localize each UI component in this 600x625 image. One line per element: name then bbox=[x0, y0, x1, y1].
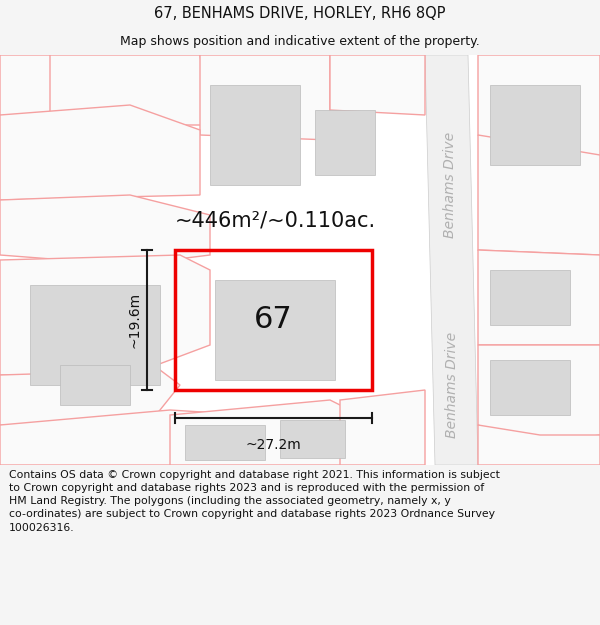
Polygon shape bbox=[50, 55, 210, 125]
Text: ~27.2m: ~27.2m bbox=[245, 438, 301, 452]
Bar bbox=[185, 425, 265, 460]
Polygon shape bbox=[0, 255, 210, 375]
Bar bbox=[280, 420, 345, 458]
Polygon shape bbox=[478, 425, 600, 465]
Text: Contains OS data © Crown copyright and database right 2021. This information is : Contains OS data © Crown copyright and d… bbox=[9, 470, 500, 532]
Polygon shape bbox=[0, 195, 210, 265]
Bar bbox=[60, 365, 130, 405]
Polygon shape bbox=[0, 410, 250, 465]
Bar bbox=[315, 110, 375, 175]
Text: 67: 67 bbox=[254, 306, 293, 334]
Bar bbox=[490, 85, 580, 165]
Polygon shape bbox=[340, 390, 425, 465]
Text: Benhams Drive: Benhams Drive bbox=[445, 332, 459, 438]
Text: ~446m²/~0.110ac.: ~446m²/~0.110ac. bbox=[175, 210, 376, 230]
Text: 67, BENHAMS DRIVE, HORLEY, RH6 8QP: 67, BENHAMS DRIVE, HORLEY, RH6 8QP bbox=[154, 6, 446, 21]
Text: ~19.6m: ~19.6m bbox=[128, 292, 142, 348]
Polygon shape bbox=[200, 55, 330, 140]
Text: Map shows position and indicative extent of the property.: Map shows position and indicative extent… bbox=[120, 35, 480, 48]
Polygon shape bbox=[425, 55, 478, 465]
Polygon shape bbox=[478, 345, 600, 445]
Bar bbox=[210, 85, 300, 185]
Polygon shape bbox=[0, 370, 180, 435]
Bar bbox=[30, 285, 160, 385]
Bar bbox=[175, 250, 372, 390]
Polygon shape bbox=[478, 250, 600, 345]
Polygon shape bbox=[478, 55, 600, 185]
Polygon shape bbox=[0, 105, 200, 200]
Bar bbox=[490, 360, 570, 415]
Bar bbox=[490, 270, 570, 325]
Polygon shape bbox=[478, 135, 600, 255]
Bar bbox=[215, 280, 335, 380]
Polygon shape bbox=[330, 55, 425, 115]
Polygon shape bbox=[170, 400, 360, 465]
Polygon shape bbox=[0, 55, 120, 135]
Text: Benhams Drive: Benhams Drive bbox=[443, 132, 457, 238]
